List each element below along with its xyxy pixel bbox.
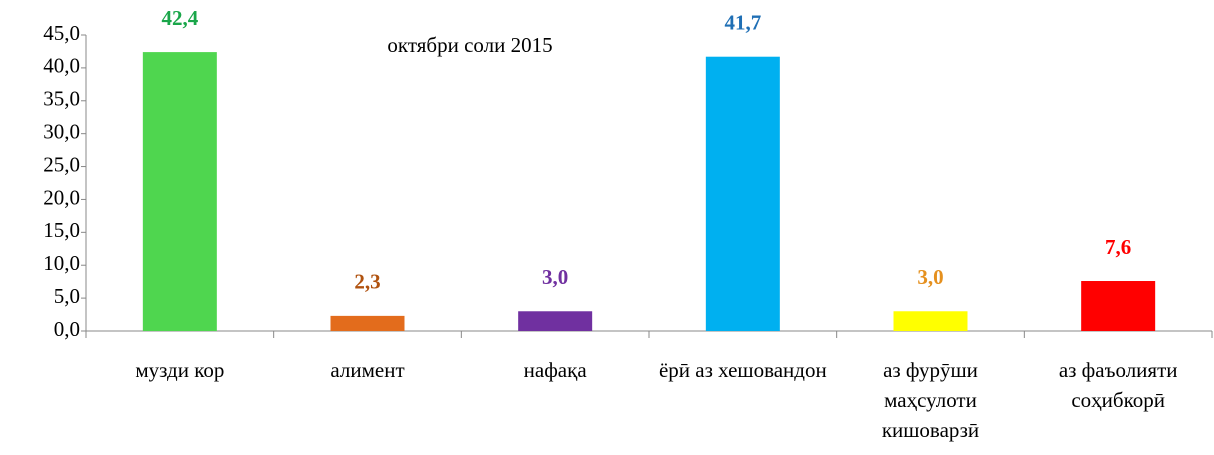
y-tick-label: 20,0 (43, 185, 80, 209)
x-tick-label: ёрӣ аз хешовандон (658, 358, 827, 382)
value-label: 3,0 (917, 265, 943, 289)
x-tick-label: аз фурӯши маҳсулоти кишоварзӣ (881, 358, 980, 442)
y-tick-label: 30,0 (43, 119, 80, 143)
bar (142, 52, 217, 331)
y-tick-label: 45,0 (43, 21, 80, 45)
x-tick-label: музди кор (135, 358, 225, 382)
value-label: 2,3 (354, 270, 380, 294)
value-label: 7,6 (1105, 235, 1131, 259)
bar (893, 311, 968, 331)
bar (330, 315, 405, 331)
value-label: 3,0 (542, 265, 568, 289)
y-tick-label: 5,0 (54, 284, 80, 308)
x-tick-label: нафақа (523, 358, 587, 382)
value-label: 41,7 (724, 11, 761, 35)
y-tick-label: 40,0 (43, 54, 80, 78)
y-tick-label: 0,0 (54, 317, 80, 341)
x-tick-label: аз фаъолияти соҳибкорӣ (1058, 358, 1178, 412)
value-label: 42,4 (161, 6, 198, 30)
x-tick-label: алимент (330, 358, 405, 382)
chart-title: октябри соли 2015 (387, 33, 552, 57)
bar (1081, 281, 1156, 331)
y-tick-label: 15,0 (43, 218, 80, 242)
y-tick-label: 35,0 (43, 87, 80, 111)
y-tick-label: 25,0 (43, 152, 80, 176)
bar (518, 311, 593, 331)
bar (705, 56, 780, 331)
y-tick-label: 10,0 (43, 251, 80, 275)
